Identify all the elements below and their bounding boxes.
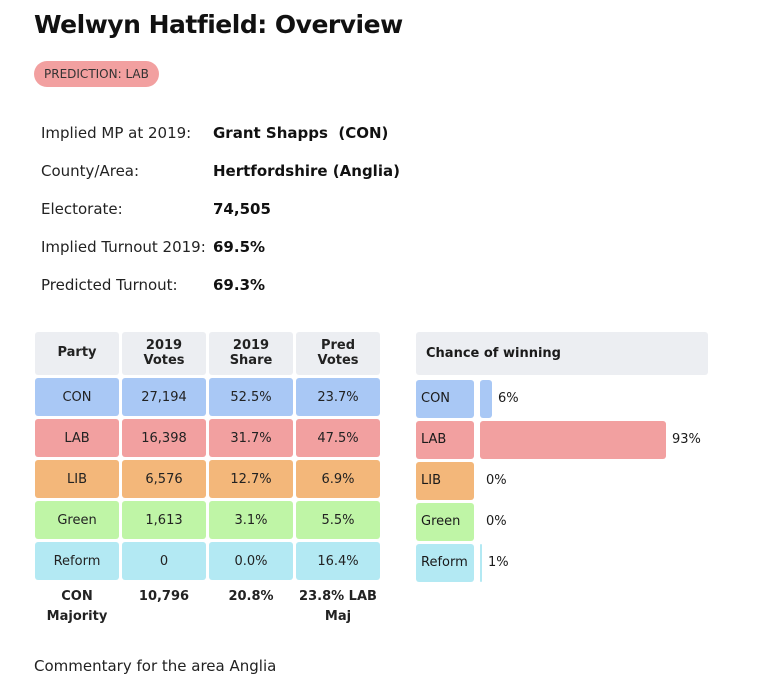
majority-votes: 10,796 [138,589,190,604]
column-header-2019-share: 2019 Share [209,332,293,375]
party-cell: Reform [35,542,119,580]
info-label: Implied Turnout 2019: [41,238,206,256]
info-row-predicted-turnout: Predicted Turnout: 69.3% [41,266,400,304]
chance-row: LIB 0% [416,460,708,501]
column-header-2019-votes: 2019 Votes [122,332,206,375]
info-value: 69.5% [213,238,266,256]
info-row-turnout-2019: Implied Turnout 2019: 69.5% [41,228,400,266]
table-row: LAB 16,398 31.7% 47.5% [35,419,383,460]
page-title: Welwyn Hatfield: Overview [34,10,403,39]
pred-cell: 6.9% [296,460,380,498]
chance-party-label: LAB [416,420,474,459]
column-header-pred-votes: Pred Votes [296,332,380,375]
column-header-party: Party [35,332,119,375]
majority-share: 20.8% [228,589,274,604]
party-cell: LIB [35,460,119,498]
info-label: County/Area: [41,162,140,180]
seat-info: Implied MP at 2019: Grant Shapps (CON) C… [41,114,400,304]
pred-cell: 5.5% [296,501,380,539]
chance-party-label: Green [416,502,474,541]
prediction-badge: PREDICTION: LAB [34,61,159,87]
chance-percent: 0% [486,473,507,488]
info-row-county: County/Area: Hertfordshire (Anglia) [41,152,400,190]
party-cell: LAB [35,419,119,457]
chance-percent: 6% [498,391,519,406]
votes-cell: 1,613 [122,501,206,539]
pred-cell: 23.7% [296,378,380,416]
pred-cell: 16.4% [296,542,380,580]
chance-party-label: LIB [416,461,474,500]
chance-bar [480,379,492,418]
party-cell: Green [35,501,119,539]
table-header-row: Party 2019 Votes 2019 Share Pred Votes [35,332,383,378]
info-label: Predicted Turnout: [41,276,178,294]
chance-row: CON 6% [416,378,708,419]
chance-bar [480,543,482,582]
info-row-mp: Implied MP at 2019: Grant Shapps (CON) [41,114,400,152]
share-cell: 0.0% [209,542,293,580]
table-row: CON 27,194 52.5% 23.7% [35,378,383,419]
share-cell: 12.7% [209,460,293,498]
votes-cell: 16,398 [122,419,206,457]
commentary-heading: Commentary for the area Anglia [34,657,277,675]
info-label: Electorate: [41,200,123,218]
votes-cell: 0 [122,542,206,580]
chance-row: LAB 93% [416,419,708,460]
party-cell: CON [35,378,119,416]
share-cell: 3.1% [209,501,293,539]
results-table: Party 2019 Votes 2019 Share Pred Votes C… [35,332,383,624]
chance-header: Chance of winning [416,332,708,375]
chance-bar [480,420,666,459]
table-row: Reform 0 0.0% 16.4% [35,542,383,583]
chance-row: Reform 1% [416,542,708,583]
chance-percent: 1% [488,555,509,570]
chance-percent: 0% [486,514,507,529]
chance-row: Green 0% [416,501,708,542]
chance-percent: 93% [672,432,701,447]
info-value: Grant Shapps (CON) [213,124,389,142]
info-row-electorate: Electorate: 74,505 [41,190,400,228]
share-cell: 52.5% [209,378,293,416]
info-label: Implied MP at 2019: [41,124,192,142]
info-value: 69.3% [213,276,266,294]
chance-party-label: Reform [416,543,474,582]
table-row: Green 1,613 3.1% 5.5% [35,501,383,542]
share-cell: 31.7% [209,419,293,457]
chance-of-winning-panel: Chance of winning CON 6% LAB 93% LIB 0% … [416,332,708,583]
table-row: LIB 6,576 12.7% 6.9% [35,460,383,501]
table-footer-row: CON Majority 10,796 20.8% 23.8% LAB Maj [35,583,383,624]
chance-party-label: CON [416,379,474,418]
votes-cell: 6,576 [122,460,206,498]
info-value: 74,505 [213,200,271,218]
votes-cell: 27,194 [122,378,206,416]
predicted-majority: 23.8% LAB Maj [299,589,377,624]
info-value: Hertfordshire (Anglia) [213,162,400,180]
majority-label: CON Majority [46,589,108,624]
pred-cell: 47.5% [296,419,380,457]
